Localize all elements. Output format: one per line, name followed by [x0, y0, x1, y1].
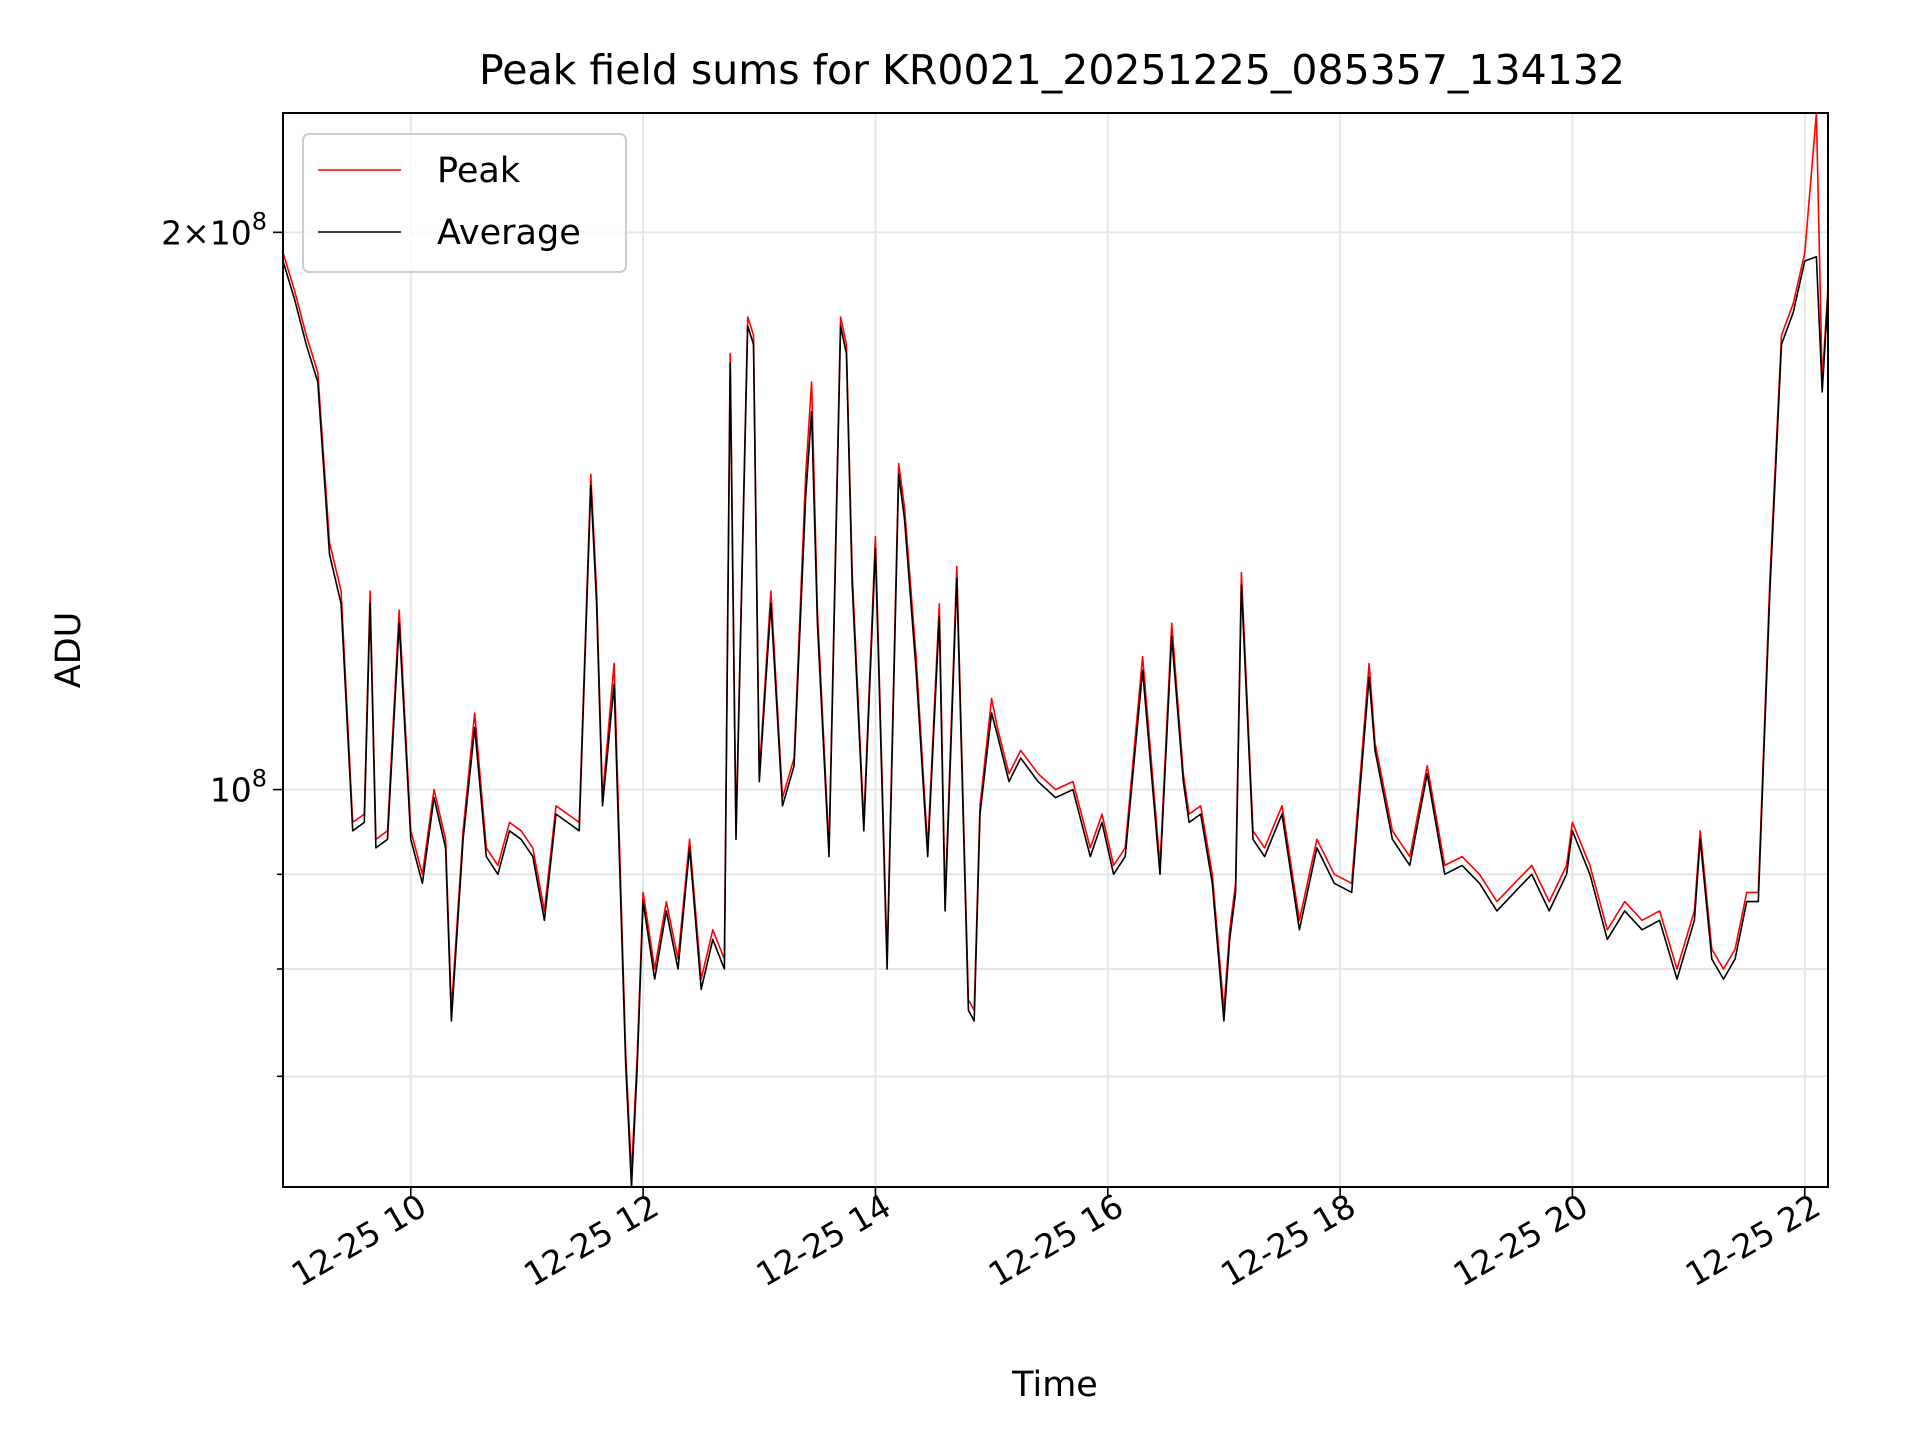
legend-label-average: Average: [437, 213, 581, 253]
plot-frame: [282, 112, 1829, 1188]
y-tick-base: 10: [210, 213, 252, 252]
series-line-average: [283, 255, 1828, 1187]
series-layer: [283, 113, 1828, 1187]
y-tick-label: 2×108: [161, 207, 267, 252]
y-tick-times-sign: ×: [182, 213, 210, 252]
chart-title: Peak field sums for KR0021_20251225_0853…: [479, 46, 1625, 94]
legend-label-peak: Peak: [437, 151, 521, 191]
legend: Peak Average: [302, 133, 627, 273]
legend-box: [302, 133, 627, 273]
x-axis-label: Time: [1011, 1365, 1098, 1405]
y-tick-mantissa: 2: [161, 213, 182, 252]
y-tick-exponent: 8: [252, 207, 267, 235]
y-axis-label: ADU: [49, 612, 89, 689]
y-tick-base: 10: [210, 771, 252, 810]
y-tick-label: 108: [210, 765, 267, 810]
y-tick-exponent: 8: [252, 765, 267, 793]
